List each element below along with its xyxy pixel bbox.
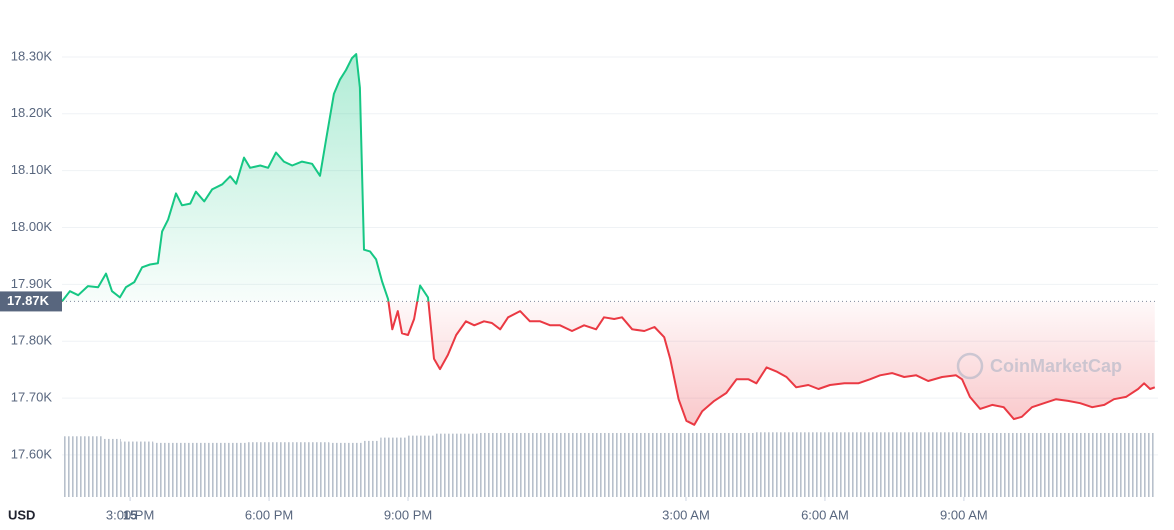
volume-bar — [408, 435, 436, 497]
y-tick-label: 17.60K — [11, 446, 53, 461]
volume-bar — [1033, 432, 1103, 497]
volume-bar — [62, 436, 103, 497]
y-tick-label: 18.10K — [11, 162, 53, 177]
volume-bar — [329, 442, 362, 497]
volume-bar — [755, 432, 825, 497]
price-line — [61, 53, 1156, 426]
watermark-logo — [956, 352, 984, 380]
x-tick-label: 15 — [123, 507, 137, 522]
y-tick-label: 17.70K — [11, 390, 53, 405]
volume-bar — [894, 432, 964, 497]
volume-bar — [153, 442, 200, 497]
volume-bar — [199, 442, 246, 497]
volume-bar — [963, 432, 1034, 497]
volume-bar — [380, 437, 409, 497]
x-tick-label: 9:00 AM — [940, 507, 988, 522]
volume-bar — [292, 442, 330, 497]
volume-bar — [245, 442, 293, 497]
x-tick-label: 3:00 PM — [106, 507, 154, 522]
volume-bar — [547, 432, 617, 497]
y-tick-label: 18.00K — [11, 219, 53, 234]
x-tick-label: 3:00 AM — [662, 507, 710, 522]
watermark-text: CoinMarketCap — [990, 356, 1122, 376]
x-tick-label: 6:00 AM — [801, 507, 849, 522]
volume-bar — [685, 432, 756, 497]
volume-bar — [616, 432, 686, 497]
volume-bar — [1102, 432, 1155, 497]
y-tick-label: 18.30K — [11, 48, 53, 63]
x-tick-label: 6:00 PM — [245, 507, 293, 522]
volume-bar — [477, 432, 548, 497]
price-area — [62, 54, 1155, 425]
volume-bar — [102, 438, 121, 497]
volume-bar — [361, 440, 381, 497]
volume-bar — [824, 432, 895, 497]
volume-bar — [120, 441, 154, 497]
baseline-label-box — [0, 291, 62, 312]
currency-label: USD — [8, 507, 35, 522]
x-tick-label: 9:00 PM — [384, 507, 432, 522]
watermark: CoinMarketCap — [956, 352, 1122, 380]
y-tick-label: 18.20K — [11, 105, 53, 120]
y-tick-label: 17.90K — [11, 276, 53, 291]
y-tick-label: 17.80K — [11, 333, 53, 348]
volume-bar — [435, 433, 478, 497]
baseline-label: 17.87K — [7, 293, 50, 308]
